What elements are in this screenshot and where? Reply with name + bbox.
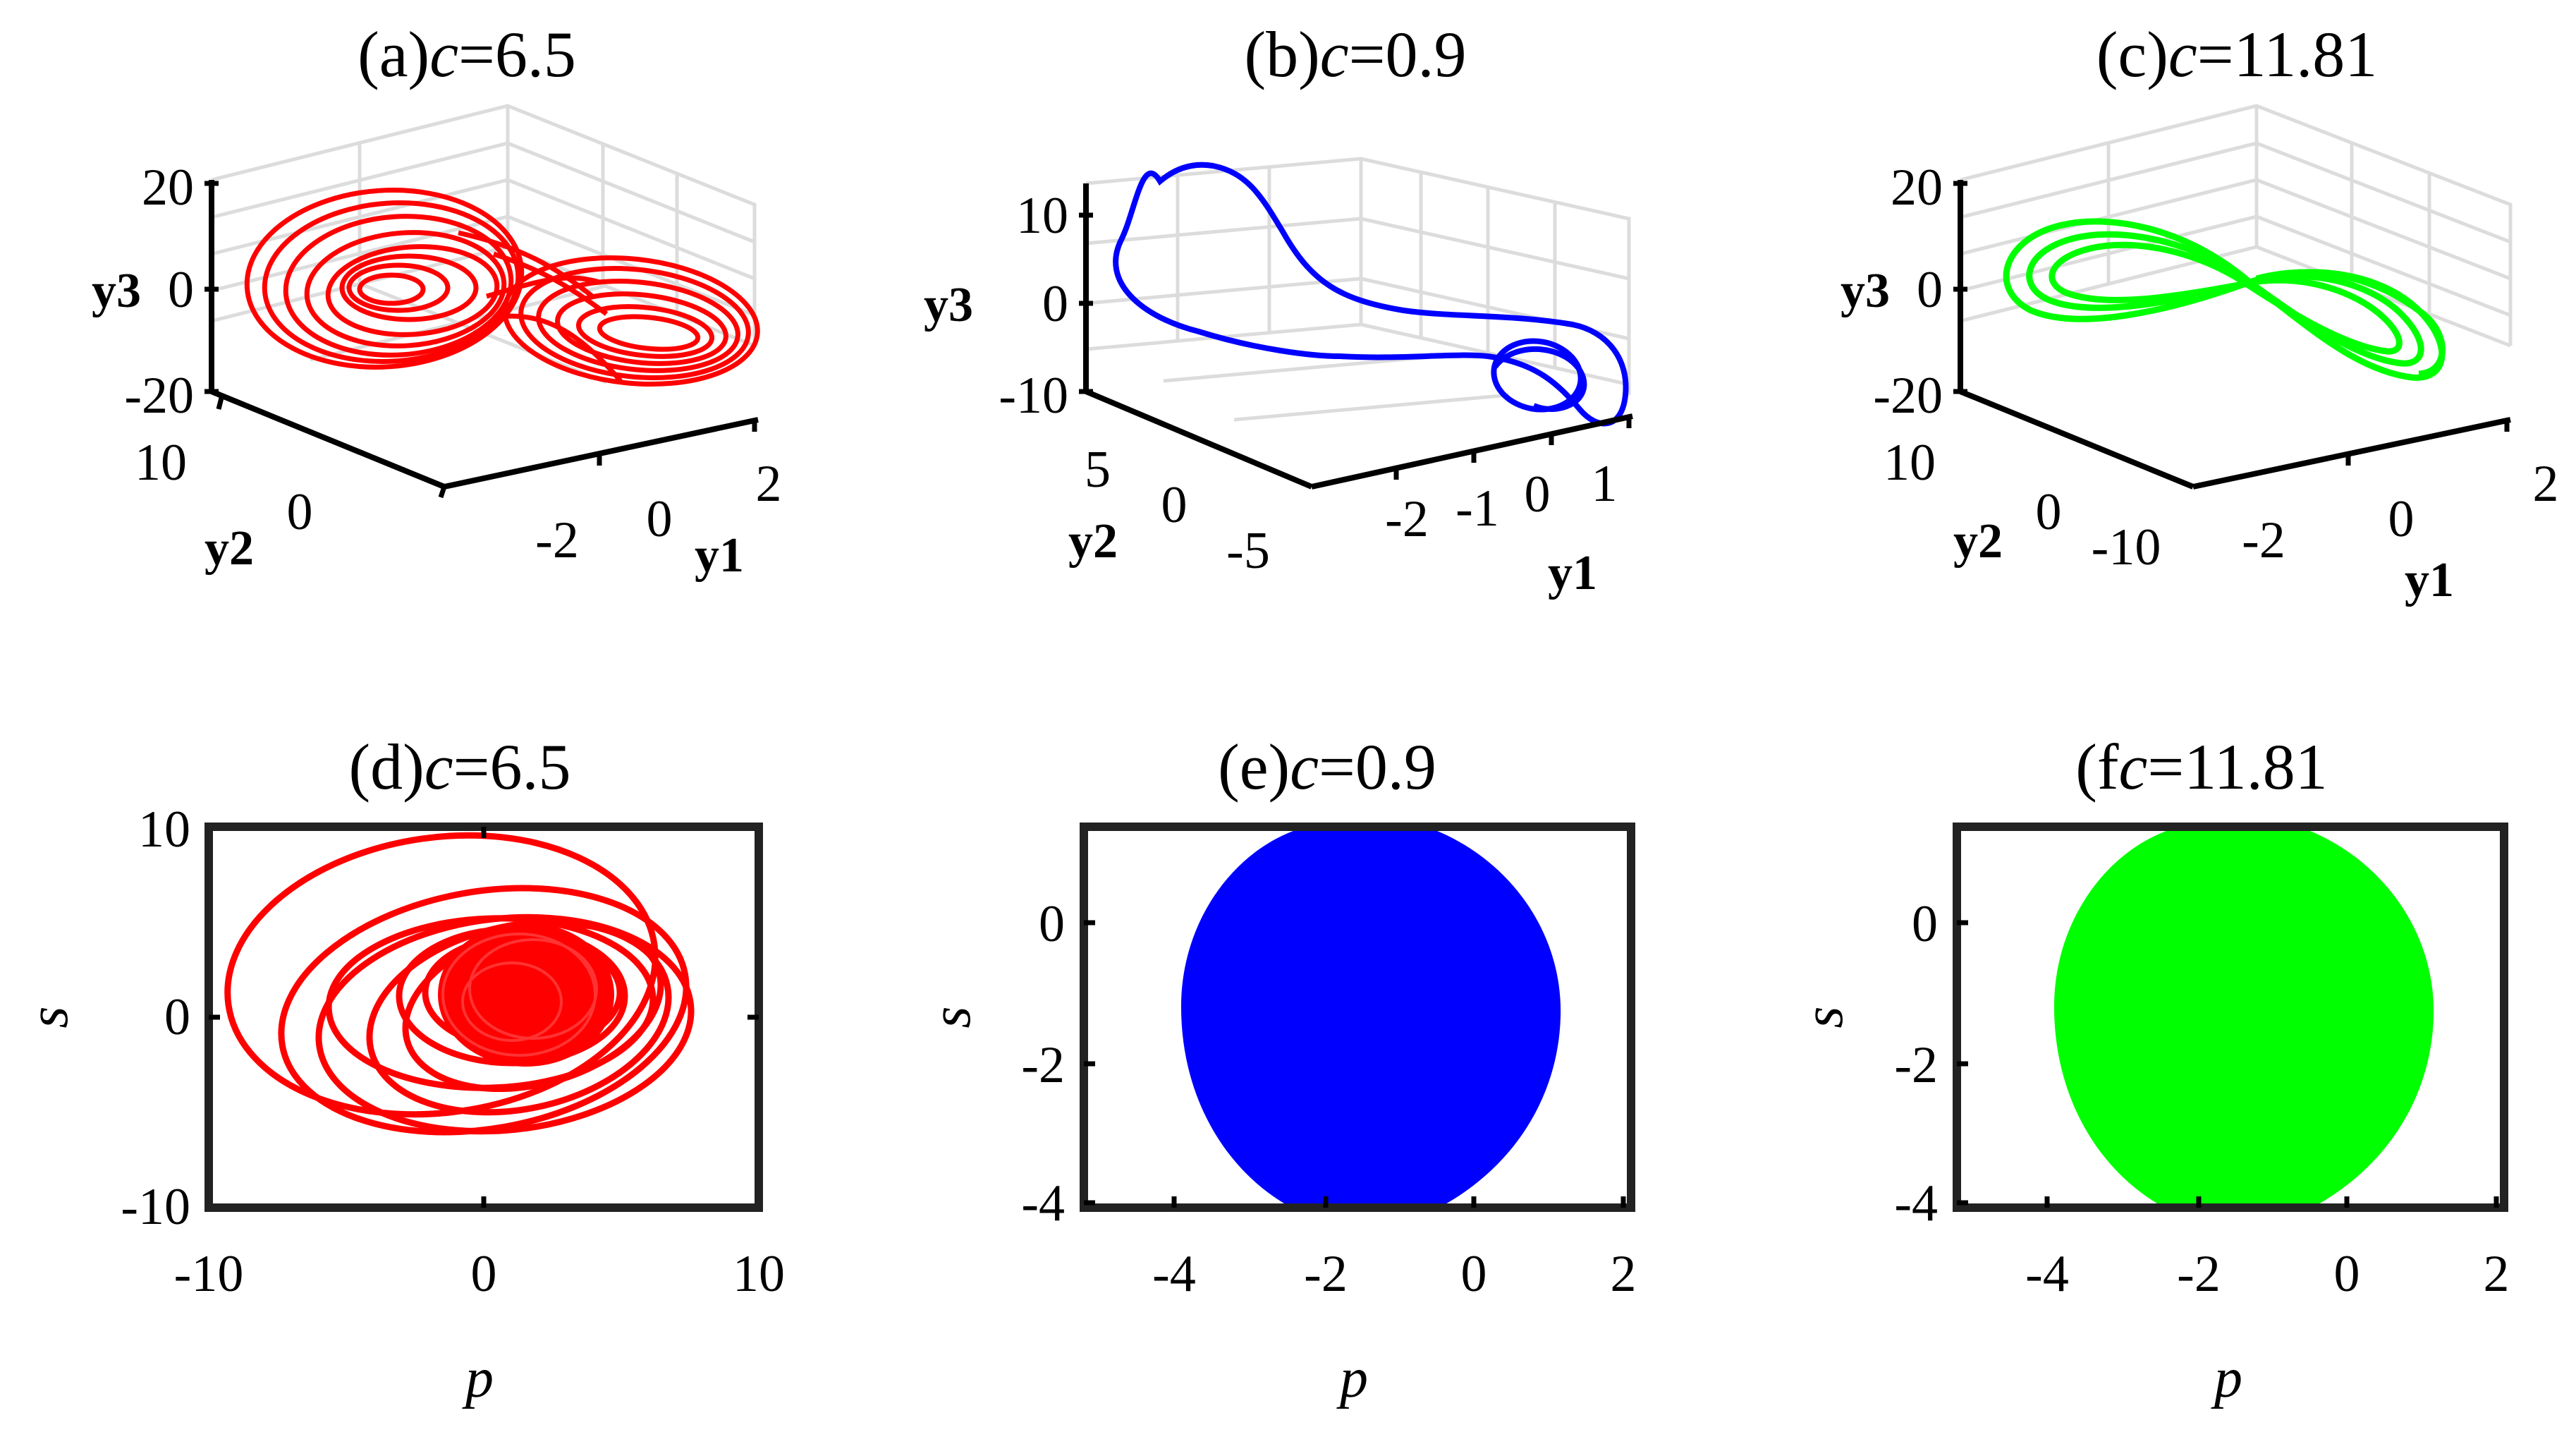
tick-label: -1 — [1455, 480, 1499, 538]
panel-c-orbit — [2003, 218, 2446, 381]
y-axis-label: y2 — [205, 521, 254, 576]
y-axis-label: y2 — [1068, 514, 1118, 569]
tick-label: 0 — [1912, 895, 1938, 953]
panel-d: (d)c=6.5 — [18, 731, 785, 1409]
tick-label: 0 — [2036, 483, 2062, 541]
tick-label: -2 — [1385, 490, 1429, 548]
x-axis-label: p — [462, 1347, 494, 1409]
panel-f-filled-region — [2053, 827, 2434, 1208]
tick-label: 0 — [2388, 490, 2415, 548]
panel-a-axes — [205, 180, 759, 499]
panel-c-title: (c)c=11.81 — [2096, 18, 2377, 90]
tick-label: -2 — [1304, 1245, 1348, 1303]
tick-label: -2 — [1021, 1036, 1065, 1094]
panel-b-axes — [1079, 183, 1633, 490]
x-axis-label: p — [2211, 1347, 2242, 1409]
tick-label: 0 — [1461, 1245, 1487, 1303]
tick-label: 2 — [756, 455, 782, 513]
tick-label: 0 — [471, 1245, 497, 1303]
panel-e-plot-area — [1180, 827, 1561, 1208]
tick-label: -10 — [999, 367, 1068, 425]
tick-label: 2 — [1611, 1245, 1637, 1303]
tick-label: -2 — [535, 511, 579, 569]
panel-d-dense-core — [438, 923, 614, 1067]
x-axis-label: y1 — [2405, 553, 2454, 607]
tick-label: 10 — [138, 801, 190, 858]
tick-label: 1 — [1592, 455, 1618, 513]
z-axis-label: y3 — [924, 278, 973, 332]
tick-label: 0 — [1917, 261, 1943, 319]
tick-label: 10 — [733, 1245, 785, 1303]
tick-label: 2 — [2484, 1245, 2510, 1303]
tick-label: -4 — [1021, 1175, 1065, 1232]
tick-label: 0 — [164, 988, 190, 1046]
x-axis-label: p — [1336, 1347, 1368, 1409]
tick-label: -2 — [1894, 1036, 1938, 1094]
tick-label: -20 — [124, 367, 194, 425]
tick-label: 0 — [1161, 476, 1188, 534]
tick-label: -4 — [2025, 1245, 2069, 1303]
tick-label: 0 — [1525, 466, 1551, 523]
tick-label: -10 — [2092, 518, 2161, 576]
tick-label: 10 — [1884, 434, 1936, 492]
panel-d-title: (d)c=6.5 — [348, 731, 570, 803]
panel-e-ticks — [1084, 920, 1626, 1208]
z-axis-label: y3 — [1841, 264, 1890, 318]
tick-label: 0 — [647, 490, 673, 548]
panel-b-orbit — [1113, 162, 1629, 427]
panel-f-frame — [1953, 823, 2508, 1212]
tick-label: 10 — [135, 434, 187, 492]
panel-c: (c)c=11.81 — [1841, 18, 2559, 607]
panel-e-frame — [1080, 823, 1635, 1212]
panel-c-grid — [1960, 104, 2513, 348]
tick-label: -4 — [1894, 1175, 1938, 1232]
x-axis-label: y1 — [695, 528, 744, 583]
tick-label: -5 — [1226, 522, 1270, 580]
panel-f: (fc=11.81 0 -2 -4 -4 -2 0 2 p s — [1793, 731, 2510, 1409]
y-axis-label: s — [18, 1006, 80, 1028]
x-axis-label: y1 — [1548, 546, 1597, 600]
panel-a-title: (a)c=6.5 — [358, 18, 576, 90]
panel-e-filled-region — [1180, 827, 1561, 1208]
panel-b-title: (b)c=0.9 — [1244, 18, 1466, 90]
panel-e-title: (e)c=0.9 — [1218, 731, 1436, 803]
panel-b: (b)c=0.9 — [924, 18, 1633, 600]
panel-a: (a)c=6.5 — [92, 18, 782, 583]
panel-c-axes — [1953, 180, 2511, 490]
tick-label: 0 — [2334, 1245, 2360, 1303]
tick-label: 5 — [1085, 441, 1111, 499]
tick-label: -10 — [174, 1245, 244, 1303]
tick-label: -20 — [1873, 367, 1943, 425]
tick-label: 20 — [142, 159, 194, 217]
panel-a-grid — [211, 104, 757, 384]
panel-a-attractor — [244, 188, 760, 387]
panel-f-ticks — [1957, 920, 2499, 1208]
panel-f-title: (fc=11.81 — [2075, 731, 2328, 803]
panel-f-plot-area — [2053, 827, 2434, 1208]
panel-e: (e)c=0.9 0 -2 -4 -4 -2 0 2 p s — [920, 731, 1637, 1409]
tick-label: 20 — [1891, 159, 1943, 217]
panel-d-ticks — [209, 827, 759, 1208]
z-axis-label: y3 — [92, 264, 141, 318]
tick-label: 0 — [1039, 895, 1065, 953]
y-axis-label: s — [1793, 1006, 1855, 1028]
tick-label: -2 — [2242, 511, 2285, 569]
panel-d-plot-area — [224, 832, 695, 1136]
tick-label: 2 — [2533, 455, 2559, 513]
tick-label: -2 — [2177, 1245, 2221, 1303]
y-axis-label: s — [920, 1006, 982, 1028]
tick-label: -10 — [121, 1178, 190, 1236]
tick-label: 0 — [287, 483, 313, 541]
y-axis-label: y2 — [1953, 514, 2003, 569]
tick-label: 0 — [168, 261, 194, 319]
tick-label: -4 — [1152, 1245, 1196, 1303]
tick-label: 10 — [1016, 187, 1068, 245]
tick-label: 0 — [1042, 275, 1068, 333]
